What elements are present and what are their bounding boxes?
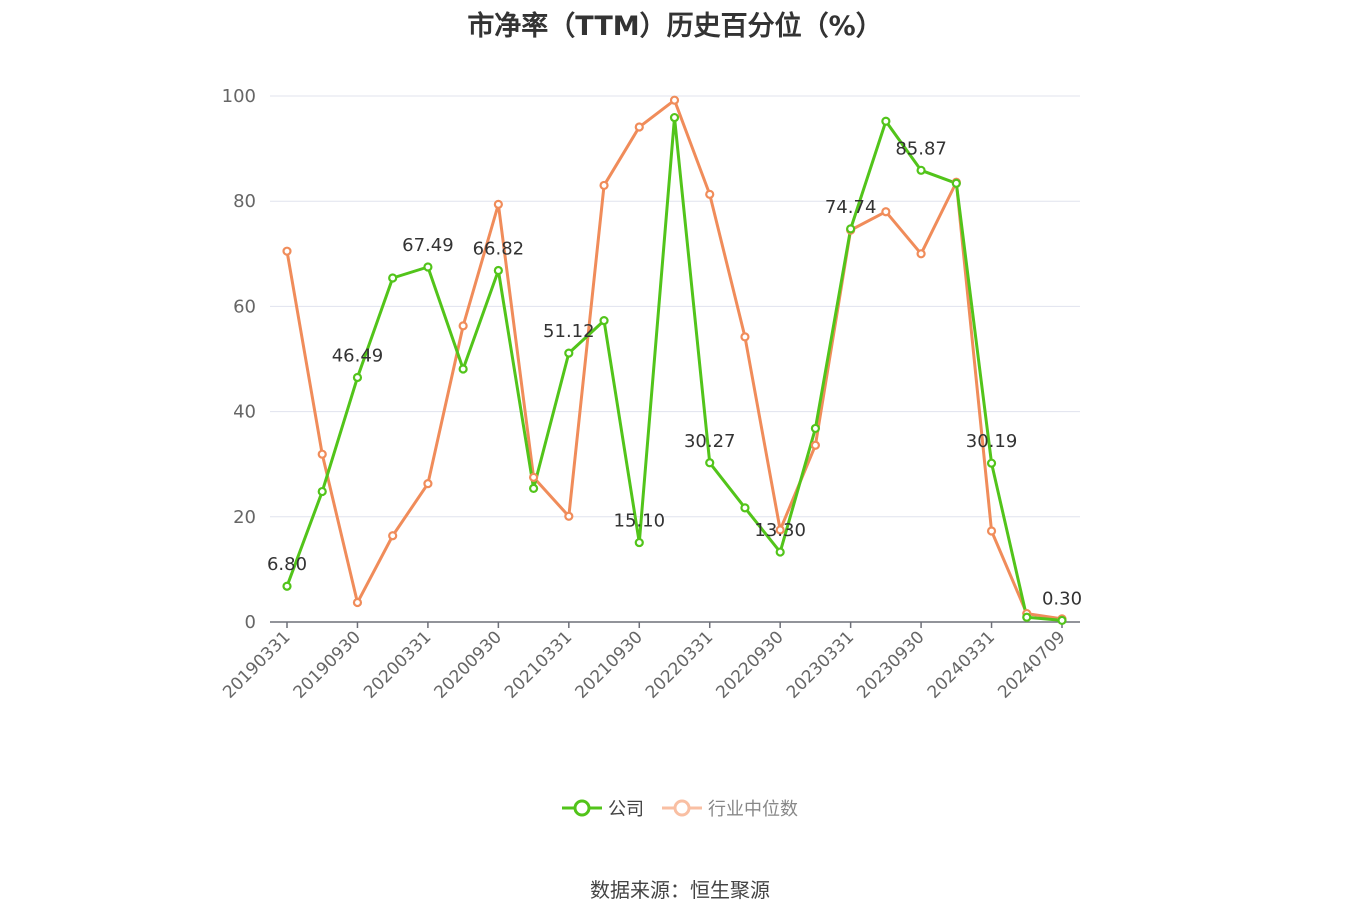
company-point <box>1022 612 1032 622</box>
industry-point <box>317 449 327 459</box>
axis-layer: 0 20 40 60 80 100 2019033120190930202003312020… <box>219 86 1080 703</box>
company-point <box>564 348 574 358</box>
data-label: 6.80 <box>267 554 307 575</box>
x-tick-label: 20220930 <box>712 627 787 702</box>
company-point <box>634 537 644 548</box>
company-point <box>458 364 468 374</box>
industry-point <box>916 249 926 259</box>
data-label: 74.74 <box>825 197 877 218</box>
data-label: 30.27 <box>684 431 736 452</box>
legend: 公司 行业中位数 <box>0 795 1360 821</box>
legend-industry-label: 行业中位数 <box>708 799 798 820</box>
company-point <box>669 112 680 123</box>
series-line-company <box>285 116 1063 622</box>
industry-point <box>775 525 785 535</box>
x-tick-label: 20220331 <box>642 627 717 702</box>
data-label: 30.19 <box>966 431 1018 452</box>
company-point <box>317 486 327 497</box>
industry-point <box>810 440 821 450</box>
company-point <box>986 458 997 468</box>
legend-industry-marker-icon <box>662 799 702 817</box>
company-point <box>846 224 856 234</box>
data-label: 67.49 <box>402 235 454 256</box>
industry-point <box>669 95 680 105</box>
x-tick-label: 20190331 <box>219 627 294 702</box>
data-label: 85.87 <box>895 138 947 159</box>
company-point <box>528 483 539 493</box>
industry-point <box>599 180 609 191</box>
company-point <box>423 262 433 272</box>
industry-point <box>352 597 363 608</box>
company-point <box>1057 615 1067 626</box>
industry-point <box>282 246 292 256</box>
company-point <box>881 116 891 126</box>
y-tick-label: 20 <box>233 507 256 528</box>
legend-item-industry[interactable]: 行业中位数 <box>662 795 798 821</box>
company-point <box>740 503 750 513</box>
data-label: 46.49 <box>332 345 384 366</box>
company-point <box>810 423 821 434</box>
x-tick-label: 20190930 <box>290 627 365 702</box>
industry-point <box>388 531 398 541</box>
chart-title: 市净率（TTM）历史百分位（%） <box>467 11 883 42</box>
company-point <box>951 178 961 188</box>
industry-point <box>881 207 891 217</box>
company-point <box>493 265 503 276</box>
industry-point <box>458 321 468 331</box>
x-tick-label: 20210930 <box>571 627 646 702</box>
data-label: 15.10 <box>614 511 666 532</box>
x-tick-label: 20240709 <box>994 627 1069 702</box>
x-tick-label: 20210331 <box>501 627 576 702</box>
y-tick-label: 100 <box>222 86 256 107</box>
data-label-layer: 6.80 46.49 67.49 66.82 51.12 15.10 30.27 13.30 7… <box>267 138 1082 609</box>
x-tick-label: 20200930 <box>431 627 506 702</box>
data-source-text: 数据来源：恒生聚源 <box>590 878 770 902</box>
industry-point <box>740 332 750 342</box>
legend-company-label: 公司 <box>608 799 644 820</box>
data-label: 0.30 <box>1042 588 1082 609</box>
industry-point <box>564 511 574 521</box>
company-point <box>352 372 363 383</box>
y-tick-label: 40 <box>233 402 256 423</box>
industry-point <box>986 526 997 536</box>
industry-point <box>528 472 539 482</box>
x-tick-label: 20230930 <box>853 627 928 702</box>
series-layer <box>282 95 1067 626</box>
company-point <box>388 273 398 283</box>
x-tick-label: 20240331 <box>924 627 999 702</box>
industry-point <box>493 199 503 209</box>
legend-item-company[interactable]: 公司 <box>562 795 644 821</box>
company-point <box>282 581 292 591</box>
y-tick-label: 60 <box>233 296 256 317</box>
line-chart: 0 20 40 60 80 100 2019033120190930202003312020… <box>219 86 1082 703</box>
x-tick-label: 20230331 <box>783 627 858 702</box>
company-point <box>705 458 715 468</box>
y-tick-label: 80 <box>233 191 256 212</box>
y-tick-label: 0 <box>245 612 256 633</box>
data-label: 13.30 <box>754 520 806 541</box>
industry-point <box>423 479 433 489</box>
industry-point <box>705 189 715 199</box>
grid-layer <box>270 95 1080 518</box>
company-point <box>916 165 926 175</box>
company-point <box>775 547 785 557</box>
industry-point <box>634 122 644 132</box>
legend-company-marker-icon <box>562 799 602 817</box>
company-point <box>599 316 609 326</box>
data-label: 66.82 <box>473 239 525 260</box>
x-tick-label: 20200331 <box>360 627 435 702</box>
data-label: 51.12 <box>543 321 595 342</box>
